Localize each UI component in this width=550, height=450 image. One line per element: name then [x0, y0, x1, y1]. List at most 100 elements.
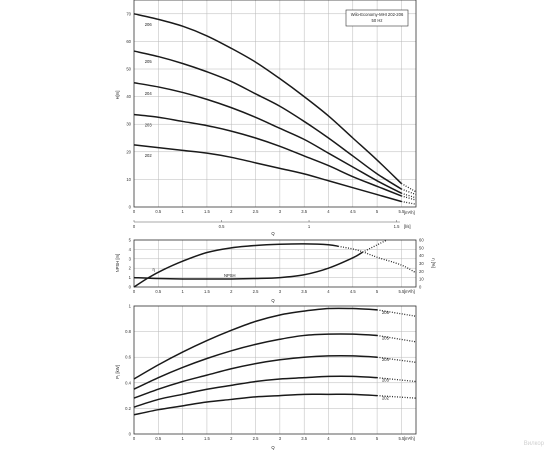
npsh-chart-y-right-tick-label: 50: [419, 245, 424, 250]
npsh-efficiency-panel: NPSH [m] η [%] Q [m³/h] 0 0.5 1 1.5 2 2.5 3 3.5…: [115, 238, 436, 304]
npsh-chart-y-tick-label: 0: [129, 285, 132, 290]
npsh-chart-x-tick-label: 3: [279, 289, 282, 294]
head-chart-curve-204: [133, 82, 402, 194]
head-chart-y-tick-label: 0: [129, 205, 132, 210]
head-chart-curve-tail-205: [401, 188, 417, 196]
npsh-chart-y-tick-label: 1: [129, 275, 132, 280]
head-chart-curve-202: [133, 144, 402, 203]
npsh-chart-x-tick-label: 0: [133, 289, 136, 294]
head-chart-curve-203: [133, 113, 402, 197]
head-chart-secondary-tick-label: 1: [308, 224, 311, 229]
power-chart-x-tick-label: 5: [376, 436, 379, 441]
npsh-chart-y-right-tick-label: 60: [419, 238, 424, 243]
head-chart-frame: [133, 0, 417, 208]
head-chart-x-tick-label: 2: [230, 209, 233, 214]
power-chart-x-tick-label: 1.5: [204, 436, 210, 441]
head-chart-x-tick-label: 1: [181, 209, 184, 214]
npsh-chart-curve-NPSH: [133, 251, 363, 280]
power-chart-series-label: 205: [382, 335, 390, 340]
head-chart-x-tick-label: 5: [376, 209, 379, 214]
power-chart-x-tick-label: 1: [181, 436, 184, 441]
power-chart-x-tick-label: 0: [133, 436, 136, 441]
npsh-chart-y-right-tick-label: 10: [419, 277, 424, 282]
power-chart-y-tick-label: 0.6: [125, 355, 131, 360]
npsh-chart-ticks: 0 0.5 1 1.5 2 2.5 3 3.5 4 4.5 5 5.50123450102030405…: [129, 238, 425, 295]
head-chart-xlabel: Q: [271, 231, 275, 236]
power-chart-x-tick-label: 2: [230, 436, 233, 441]
head-chart-curve-tail-206: [401, 182, 417, 193]
head-chart-x-tick-label: 4: [327, 209, 330, 214]
npsh-chart-x-tick-label: 4: [327, 289, 330, 294]
head-chart-x-tick-label: 3: [279, 209, 282, 214]
head-chart-x-tick-label: 3.5: [301, 209, 307, 214]
power-chart-series-label: 206: [382, 310, 390, 315]
npsh-chart-y-tick-label: 5: [129, 238, 132, 243]
head-chart-curve-206: [133, 13, 402, 185]
head-chart-y-tick-label: 40: [126, 94, 131, 99]
power-chart-panel: P₁ [kW] Q [m³/h] 0 0.5 1 1.5 2 2.5 3 3.5 4 4.5 5 5.…: [115, 304, 417, 450]
power-chart-curve-202: [133, 393, 378, 416]
npsh-chart-x-tick-label: 0.5: [155, 289, 161, 294]
npsh-chart-x-tick-label: 3.5: [301, 289, 307, 294]
power-chart-x-tick-label: 0.5: [155, 436, 161, 441]
power-chart-series-label: 202: [382, 396, 390, 401]
npsh-chart-x-tick-label: 2: [230, 289, 233, 294]
npsh-chart-y-tick-label: 4: [129, 247, 132, 252]
npsh-chart-x-unit: [m³/h]: [404, 289, 415, 294]
head-chart-ylabel: H[m]: [115, 91, 120, 100]
power-chart-x-tick-label: 5.5: [398, 436, 404, 441]
power-chart-series-label: 204: [382, 357, 390, 362]
npsh-chart-y-right-tick-label: 40: [419, 253, 424, 258]
npsh-chart-curve-tail-NPSH: [362, 239, 388, 253]
power-chart-y-tick-label: 0: [129, 432, 132, 437]
head-chart-x-unit: [m³/h]: [404, 210, 415, 215]
head-chart-y-tick-label: 50: [126, 67, 131, 72]
power-chart-frame: [133, 305, 417, 435]
head-chart-series-label: 202: [145, 153, 153, 158]
npsh-chart-curves: η NPSH: [133, 239, 417, 288]
head-chart-title: Wilo-Economy-MHI 202-206: [351, 12, 404, 17]
npsh-chart-y-tick-label: 3: [129, 256, 132, 261]
head-chart-secondary-tick-label: 0: [133, 224, 136, 229]
head-chart-ticks: 0 0.5 1 1.5 2 2.5 3 3.5 4 4.5 5 5.50102030405060700…: [126, 11, 405, 229]
power-chart-curve-205: [133, 333, 378, 390]
head-chart-x-tick-label: 4.5: [350, 209, 356, 214]
head-chart-y-tick-label: 10: [126, 177, 131, 182]
npsh-chart-curve-η: [133, 243, 339, 288]
power-chart-series-label: 203: [382, 378, 390, 383]
head-chart-curve-tail-203: [401, 195, 417, 201]
power-chart-y-tick-label: 0.4: [125, 380, 131, 385]
power-chart-x-tick-label: 3.5: [301, 436, 307, 441]
power-chart-y-tick-label: 0.8: [125, 329, 131, 334]
head-chart-curve-205: [133, 50, 402, 190]
power-chart-y-tick-label: 1: [129, 304, 132, 309]
head-chart-subtitle: 50 Hz: [372, 18, 383, 23]
power-chart-ylabel: P₁ [kW]: [115, 365, 120, 379]
power-chart-curves: 206 205 204 203 202: [133, 307, 417, 416]
power-chart-x-unit: [m³/h]: [404, 436, 415, 441]
npsh-chart-curve-tail-η: [338, 245, 417, 274]
head-chart-x-tick-label: 1.5: [204, 209, 210, 214]
head-chart-secondary-tick-label: 1.5: [394, 224, 400, 229]
power-chart-x-tick-label: 3: [279, 436, 282, 441]
npsh-chart-y-tick-label: 2: [129, 266, 132, 271]
head-chart-secondary-tick-label: 0.5: [219, 224, 225, 229]
npsh-chart-x-tick-label: 5.5: [398, 289, 404, 294]
head-chart-curve-tail-202: [401, 200, 417, 205]
power-chart-x-tick-label: 4.5: [350, 436, 356, 441]
power-chart-x-tick-label: 2.5: [253, 436, 259, 441]
npsh-chart-x-tick-label: 1.5: [204, 289, 210, 294]
npsh-chart-y-right-tick-label: 20: [419, 269, 424, 274]
npsh-chart-y-right-tick-label: 0: [419, 285, 422, 290]
head-chart-series-label: 205: [145, 59, 153, 64]
power-chart-x-tick-label: 4: [327, 436, 330, 441]
npsh-chart-ylabel-right: η [%]: [431, 258, 436, 268]
npsh-chart-x-tick-label: 1: [181, 289, 184, 294]
head-chart-x-tick-label: 5.5: [398, 209, 404, 214]
head-chart-curves: 206 205 204 203 202: [133, 13, 417, 205]
head-chart-x-tick-label: 2.5: [253, 209, 259, 214]
head-chart-panel: Wilo-Economy-MHI 202-206 50 Hz H[m] Q [m…: [115, 0, 417, 236]
head-chart-x-tick-label: 0.5: [155, 209, 161, 214]
npsh-chart-xlabel: Q: [271, 298, 275, 303]
